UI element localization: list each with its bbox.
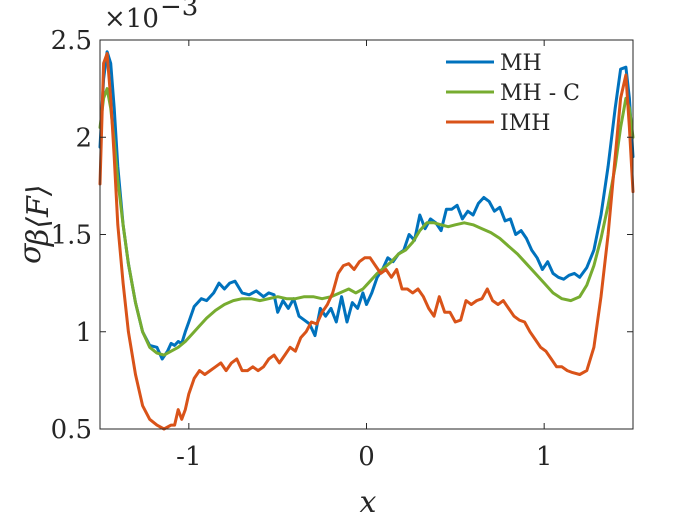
legend: MH MH - C IMH	[446, 51, 580, 136]
y-tick-label: 2.5	[51, 26, 92, 56]
y-axis-label-symbol: σ	[13, 242, 48, 264]
y-axis-label-subscript: β⟨F⟩	[21, 184, 56, 247]
ticks-layer: -1 0 1 0.5 1 1.5 2 2.5	[51, 26, 633, 472]
y-tick-label: 1.5	[51, 221, 92, 251]
legend-label-0: MH	[500, 51, 542, 76]
series-line-2	[98, 52, 635, 431]
y-multiplier-base: ×10	[104, 4, 159, 34]
x-tick-label: -1	[176, 442, 201, 472]
x-axis-label: x	[360, 485, 377, 520]
y-multiplier: ×10 −3	[104, 0, 198, 34]
y-tick-label: 1	[75, 318, 92, 348]
y-tick-label: 0.5	[51, 415, 92, 445]
y-tick-label: 2	[75, 123, 92, 153]
x-tick-label: 1	[536, 442, 553, 472]
y-multiplier-exponent: −3	[160, 0, 198, 22]
series-line-0	[98, 50, 635, 361]
y-axis-label: σ β⟨F⟩	[13, 184, 56, 264]
legend-label-1: MH - C	[500, 81, 580, 106]
legend-label-2: IMH	[500, 111, 550, 136]
series-layer	[98, 50, 635, 431]
x-tick-label: 0	[358, 442, 375, 472]
plot-area	[100, 40, 633, 429]
series-line-1	[98, 87, 635, 357]
